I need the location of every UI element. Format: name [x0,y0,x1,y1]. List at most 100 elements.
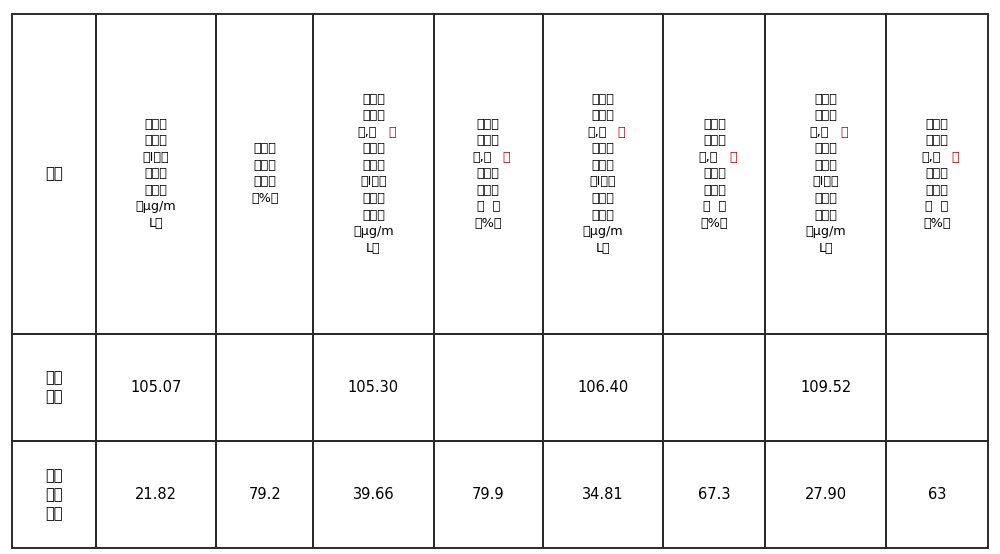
Bar [543,334,663,441]
Bar [434,14,543,334]
Bar [313,441,434,548]
Text: 久性评: 久性评 [362,109,385,122]
Text: 二: 二 [503,151,510,163]
Text: 二: 二 [388,126,396,139]
Bar [543,441,663,548]
Text: 久性评: 久性评 [592,109,615,122]
Bar [765,14,886,334]
Text: 79.9: 79.9 [472,487,505,502]
Bar [434,441,543,548]
Bar [663,334,765,441]
Text: 估,第: 估,第 [587,126,607,139]
Text: 试样: 试样 [45,166,63,181]
Bar [96,14,216,334]
Bar [216,334,313,441]
Text: 63: 63 [928,487,946,502]
Text: 净化持: 净化持 [592,93,615,106]
Text: L）: L） [596,242,610,255]
Text: （μg/m: （μg/m [583,225,623,238]
Text: 次测试: 次测试 [814,142,837,155]
Text: 久性评: 久性评 [477,134,500,147]
Bar [663,441,765,548]
Text: 液I中所: 液I中所 [812,176,839,188]
Bar [216,441,313,548]
Bar [543,334,663,441]
Bar [313,441,434,548]
Text: 估,第: 估,第 [921,151,941,163]
Bar [96,441,216,548]
Bar [96,441,216,548]
Text: 次测试: 次测试 [926,167,948,180]
Text: 久性评: 久性评 [814,109,837,122]
Bar [96,334,216,441]
Bar [543,441,663,548]
Text: 39.66: 39.66 [353,487,394,502]
Text: 次测试: 次测试 [592,142,615,155]
Bar [886,14,988,334]
Text: L）: L） [818,242,833,255]
Text: 四: 四 [840,126,848,139]
Bar [12,334,96,441]
Bar [663,14,765,334]
Text: 105.30: 105.30 [348,380,399,395]
Bar [313,334,434,441]
Bar [765,334,886,441]
Text: 21.82: 21.82 [135,487,177,502]
Text: 首次测
试解析
液I中所
含甲醛
的浓度
（μg/m
L）: 首次测 试解析 液I中所 含甲醛 的浓度 （μg/m L） [136,117,176,230]
Text: 79.2: 79.2 [248,487,281,502]
Text: 净化持: 净化持 [926,117,948,131]
Text: 的净化: 的净化 [477,184,500,197]
Bar [765,14,886,334]
Bar [313,334,434,441]
Bar [96,334,216,441]
Text: 估,第: 估,第 [810,126,829,139]
Bar [216,14,313,334]
Text: 液I中所: 液I中所 [590,176,616,188]
Text: 含甲醛: 含甲醛 [814,192,837,205]
Bar [216,334,313,441]
Text: 67.3: 67.3 [698,487,731,502]
Text: 净化持: 净化持 [477,117,500,131]
Bar [12,14,96,334]
Bar [216,441,313,548]
Text: 效  率: 效 率 [477,201,500,213]
Text: 34.81: 34.81 [582,487,624,502]
Text: 中解析: 中解析 [592,159,615,172]
Text: 净化
材料
样品: 净化 材料 样品 [45,468,63,521]
Text: 次测试: 次测试 [362,142,385,155]
Text: 净化持: 净化持 [703,117,726,131]
Text: 中解析: 中解析 [814,159,837,172]
Bar [886,441,988,548]
Bar [886,14,988,334]
Text: 净化持: 净化持 [814,93,837,106]
Text: 净化持: 净化持 [362,93,385,106]
Text: 的浓度: 的浓度 [362,209,385,222]
Bar [765,334,886,441]
Bar [434,334,543,441]
Text: 估,第: 估,第 [472,151,492,163]
Text: 估,第: 估,第 [358,126,377,139]
Bar [663,441,765,548]
Text: 次测试: 次测试 [703,167,726,180]
Text: 估,第: 估,第 [699,151,718,163]
Bar [216,14,313,334]
Text: 对照
样品: 对照 样品 [45,370,63,404]
Bar [663,14,765,334]
Text: 久性评: 久性评 [926,134,948,147]
Bar [886,334,988,441]
Bar [12,441,96,548]
Bar [12,334,96,441]
Text: （%）: （%） [475,217,502,230]
Bar [96,14,216,334]
Text: 三: 三 [618,126,625,139]
Text: 105.07: 105.07 [130,380,182,395]
Bar [313,14,434,334]
Bar [886,441,988,548]
Bar [434,334,543,441]
Bar [12,14,96,334]
Bar [434,14,543,334]
Bar [886,334,988,441]
Text: （μg/m: （μg/m [805,225,846,238]
Text: 含甲醛: 含甲醛 [592,192,615,205]
Bar [765,441,886,548]
